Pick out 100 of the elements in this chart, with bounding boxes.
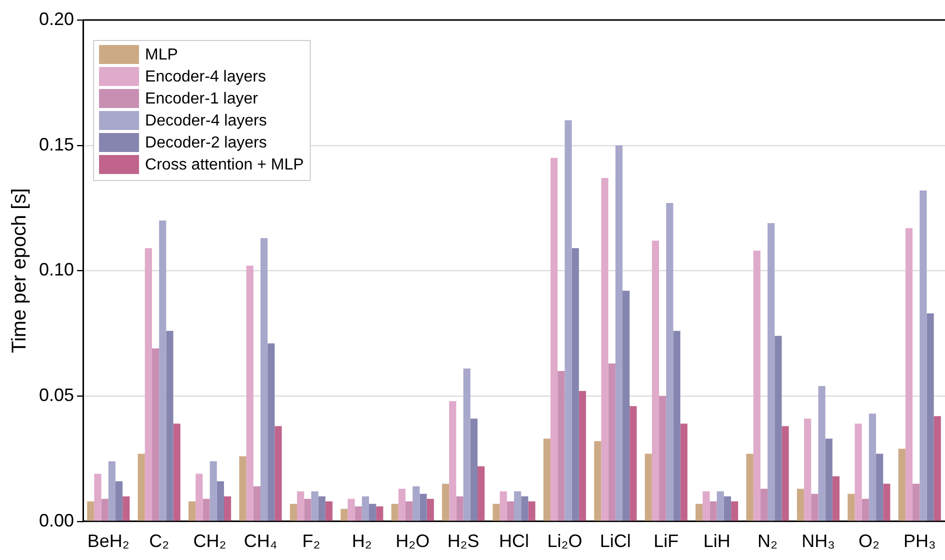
bar: [905, 228, 913, 521]
bar: [615, 145, 623, 521]
bar: [412, 486, 420, 521]
x-tick-label: LiCl: [600, 531, 631, 552]
bar: [659, 396, 666, 521]
bar: [818, 386, 826, 521]
bar: [578, 391, 586, 521]
x-tick-label: F₂: [302, 531, 320, 552]
x-tick-label: BeH₂: [87, 531, 130, 552]
bar: [898, 448, 906, 521]
bar: [94, 474, 102, 521]
bar: [804, 418, 812, 521]
bar: [297, 491, 304, 521]
bar: [369, 504, 376, 521]
y-tick-label: 0.10: [38, 260, 74, 280]
bar: [196, 474, 203, 521]
bar: [696, 504, 703, 521]
bar: [268, 343, 275, 521]
bar: [608, 363, 616, 521]
bar: [239, 456, 246, 521]
bar: [782, 426, 789, 521]
bar: [500, 491, 507, 521]
bar: [144, 248, 152, 521]
bar: [311, 491, 318, 521]
bar: [832, 476, 840, 521]
bar: [304, 498, 312, 521]
bar: [101, 498, 108, 521]
bar: [594, 441, 602, 521]
bar: [876, 454, 884, 521]
x-tick-label: H₂S: [447, 531, 480, 552]
bar: [449, 401, 456, 521]
bar: [702, 491, 710, 521]
bar: [274, 426, 282, 521]
bar: [883, 484, 890, 521]
bar: [246, 266, 254, 521]
bar: [362, 496, 370, 521]
x-tick-label: CH₄: [244, 531, 278, 552]
bar: [166, 330, 174, 521]
x-tick-label: LiH: [703, 531, 730, 552]
legend-label: Decoder-4 layers: [145, 112, 267, 130]
y-axis-title: Time per epoch [s]: [8, 188, 31, 354]
bar: [622, 290, 630, 521]
bar: [912, 484, 920, 521]
bar: [354, 506, 362, 521]
bar: [420, 494, 427, 521]
bar: [152, 348, 160, 521]
bar: [862, 498, 869, 521]
bar: [572, 248, 579, 521]
bar: [868, 414, 876, 521]
bar: [188, 501, 196, 521]
bar: [710, 501, 717, 521]
bar: [406, 501, 413, 521]
bar: [115, 481, 123, 521]
bar: [224, 496, 232, 521]
bar: [391, 504, 398, 521]
bar: [652, 240, 660, 521]
x-tick-label: O₂: [858, 531, 880, 552]
bar: [506, 501, 514, 521]
bar: [543, 438, 551, 521]
bar: [376, 506, 384, 521]
bar: [138, 454, 145, 521]
bar: [934, 416, 941, 521]
x-tick-label: Li₂O: [547, 531, 582, 552]
bar: [325, 501, 332, 521]
bar: [210, 461, 217, 521]
bar: [216, 481, 224, 521]
x-tick-label: H₂: [352, 531, 372, 552]
legend-label: MLP: [145, 46, 178, 64]
legend-label: Decoder-2 layers: [145, 134, 267, 152]
x-tick-label: N₂: [758, 531, 778, 552]
bar: [253, 486, 260, 521]
bar: [348, 498, 355, 521]
legend-label: Encoder-4 layers: [145, 68, 266, 86]
bar: [478, 466, 485, 521]
bar: [673, 330, 680, 521]
x-tick-label: C₂: [149, 531, 170, 552]
bar: [731, 501, 738, 521]
bar: [558, 370, 565, 521]
bar: [630, 406, 637, 521]
bar: [470, 418, 478, 521]
bar: [564, 120, 572, 521]
bar: [318, 496, 326, 521]
bar: [260, 238, 268, 521]
bar: [666, 203, 674, 521]
bar: [644, 454, 652, 521]
bar: [716, 491, 724, 521]
x-tick-label: H₂O: [396, 531, 430, 552]
bar: [442, 484, 450, 521]
legend-label: Cross attention + MLP: [145, 156, 304, 174]
bar: [456, 496, 464, 521]
bar: [760, 488, 768, 521]
bar: [825, 438, 832, 521]
bar: [746, 454, 754, 521]
bar: [159, 220, 166, 521]
x-tick-label: NH₃: [802, 531, 835, 552]
bar: [398, 488, 406, 521]
y-tick-label: 0.05: [38, 385, 74, 406]
bar: [753, 250, 760, 521]
bar: [87, 501, 94, 521]
y-tick-label: 0.00: [38, 510, 74, 530]
